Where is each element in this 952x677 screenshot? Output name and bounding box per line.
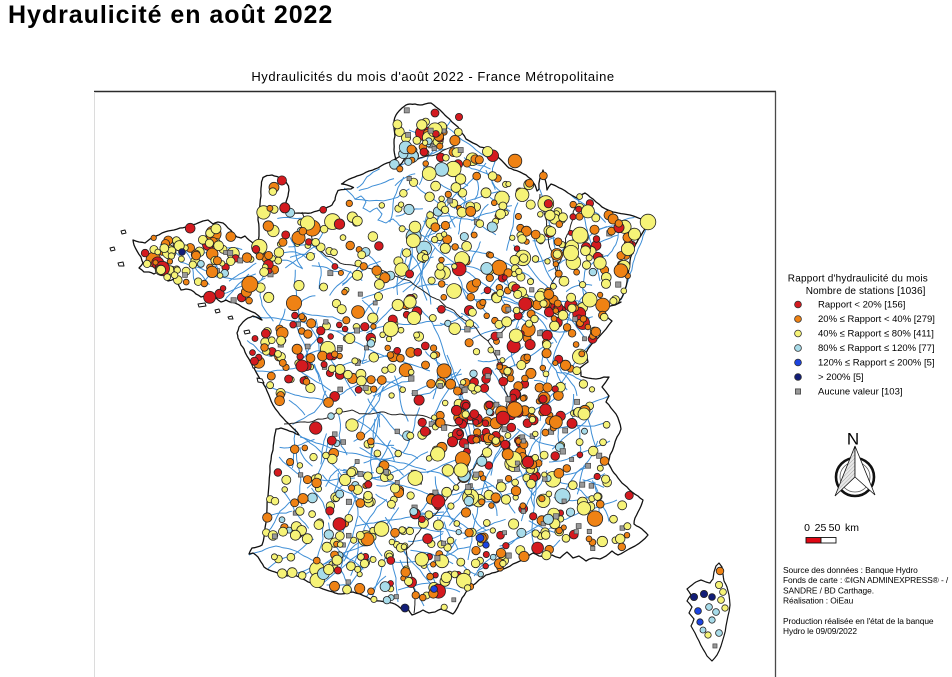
svg-text:Fonds de carte : ©IGN ADMINEXP: Fonds de carte : ©IGN ADMINEXPRESS® - / xyxy=(783,575,949,585)
svg-text:N: N xyxy=(847,430,859,449)
svg-text:0: 0 xyxy=(804,522,810,534)
svg-text:km: km xyxy=(845,522,859,534)
svg-text:40% ≤ Rapport ≤ 80% [411]: 40% ≤ Rapport ≤ 80% [411] xyxy=(818,329,934,340)
svg-text:Source des données : Banque Hy: Source des données : Banque Hydro xyxy=(783,565,918,575)
svg-text:Rapport < 20% [156]: Rapport < 20% [156] xyxy=(818,300,905,311)
svg-text:Réalisation : OiEau: Réalisation : OiEau xyxy=(783,596,854,606)
svg-text:> 200% [5]: > 200% [5] xyxy=(818,372,864,383)
svg-text:50: 50 xyxy=(829,522,841,534)
svg-text:25: 25 xyxy=(815,522,827,534)
svg-text:Rapport d'hydraulicité du mois: Rapport d'hydraulicité du mois xyxy=(788,274,928,285)
svg-text:Hydraulicité en août 2022: Hydraulicité en août 2022 xyxy=(8,1,333,29)
svg-text:120% ≤ Rapport ≤ 200% [5]: 120% ≤ Rapport ≤ 200% [5] xyxy=(818,358,935,369)
svg-text:SANDRE / BD Carthage.: SANDRE / BD Carthage. xyxy=(783,585,874,595)
svg-text:Hydraulicités du mois d'août 2: Hydraulicités du mois d'août 2022 - Fran… xyxy=(251,69,614,84)
svg-text:Aucune valeur [103]: Aucune valeur [103] xyxy=(818,387,903,398)
svg-text:Production réalisée en l'état: Production réalisée en l'état de la banq… xyxy=(783,616,934,626)
svg-text:Hydro le 09/09/2022: Hydro le 09/09/2022 xyxy=(783,626,857,636)
svg-text:Nombre de stations [1036]: Nombre de stations [1036] xyxy=(806,286,926,297)
svg-text:80% ≤ Rapport ≤ 120% [77]: 80% ≤ Rapport ≤ 120% [77] xyxy=(818,343,935,354)
svg-text:20% ≤ Rapport < 40% [279]: 20% ≤ Rapport < 40% [279] xyxy=(818,314,935,325)
